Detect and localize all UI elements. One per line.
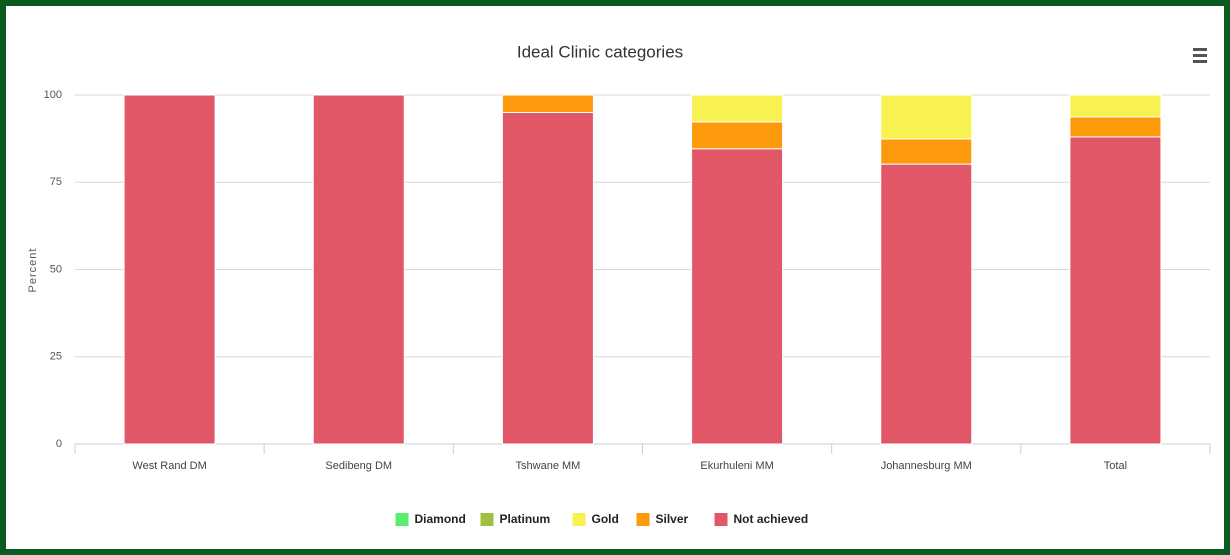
bar-segment: [1069, 94, 1162, 118]
menu-button[interactable]: [1193, 48, 1207, 63]
x-tick-label: Johannesburg MM: [881, 460, 972, 472]
x-tick-label: Ekurhuleni MM: [700, 460, 773, 472]
bar-segment: [880, 138, 973, 165]
chart-title: Ideal Clinic categories: [517, 42, 683, 61]
x-tick-label: Total: [1104, 460, 1127, 472]
y-axis-label: Percent: [27, 248, 39, 293]
legend-label: Not achieved: [734, 512, 809, 526]
legend-label: Gold: [592, 512, 619, 526]
menu-bar[interactable]: [1193, 48, 1207, 51]
menu-bar[interactable]: [1193, 54, 1207, 57]
bar-segment: [123, 94, 216, 445]
bar-segment: [501, 94, 594, 113]
y-tick-label: 100: [44, 89, 62, 101]
legend-swatch: [714, 513, 728, 526]
legend-label: Diamond: [415, 512, 466, 526]
y-tick-label: 0: [56, 438, 62, 450]
bar-segment: [312, 94, 405, 445]
bar-segment: [691, 148, 784, 445]
x-tick-label: Sedibeng DM: [325, 460, 392, 472]
x-tick-label: West Rand DM: [132, 460, 206, 472]
legend-swatch: [395, 513, 409, 526]
bar-segment: [501, 111, 594, 445]
legend-label: Silver: [656, 512, 689, 526]
y-tick-label: 25: [50, 351, 62, 363]
x-tick-label: Tshwane MM: [516, 460, 581, 472]
bar-segment: [691, 121, 784, 150]
bar-segment: [1069, 116, 1162, 138]
legend-swatch: [636, 513, 650, 526]
bar-segment: [691, 94, 784, 123]
legend-swatch: [480, 513, 494, 526]
bar-segment: [1069, 136, 1162, 445]
y-tick-label: 50: [50, 263, 62, 275]
menu-bar[interactable]: [1193, 60, 1207, 63]
legend-swatch: [572, 513, 586, 526]
bar-segment: [880, 163, 973, 445]
bar-segment: [880, 94, 973, 140]
legend-label: Platinum: [500, 512, 551, 526]
y-tick-label: 75: [50, 176, 62, 188]
